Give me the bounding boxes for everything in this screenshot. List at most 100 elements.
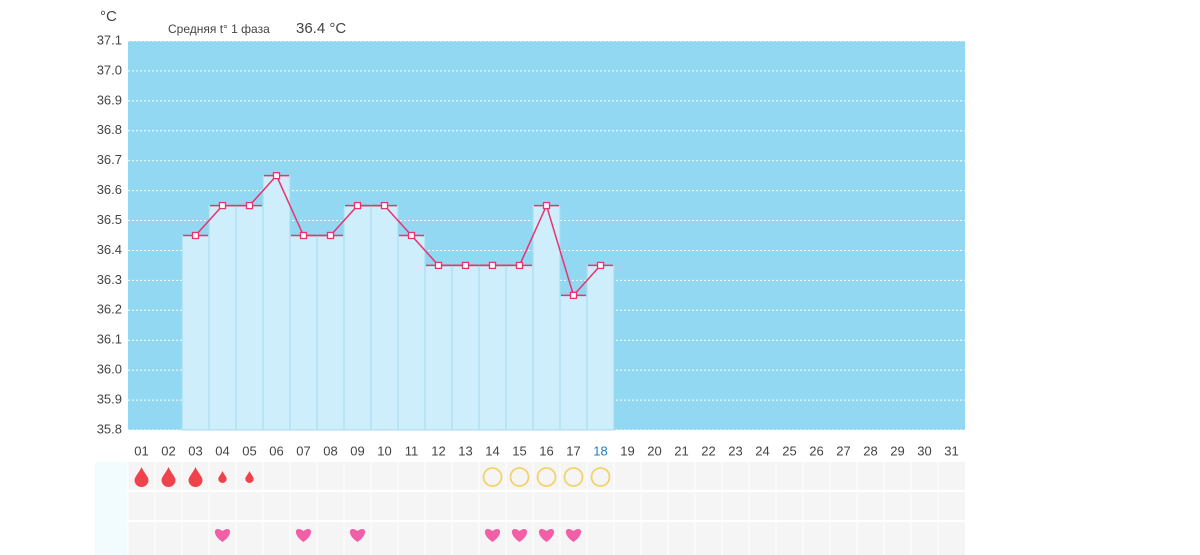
point-marker [407,231,416,240]
ring-icon [590,467,611,487]
x-tick-label: 10 [377,443,391,458]
y-tick-label: 36.5 [97,212,122,227]
x-tick-label: 25 [782,443,796,458]
heart-icon [565,529,582,542]
average-label: 36.4 °C [296,20,346,37]
y-tick-label: 36.2 [97,302,122,317]
x-tick-label: 31 [944,443,958,458]
x-tick-label: 13 [458,443,472,458]
x-tick-label: 28 [863,443,877,458]
bar [586,264,615,431]
y-tick-label: 37.0 [97,62,122,77]
point-marker [461,261,470,270]
bar [559,294,588,431]
x-tick-label: 03 [188,443,202,458]
y-tick-label: 35.9 [97,392,122,407]
x-tick-label: 09 [350,443,364,458]
bar [451,264,480,431]
x-tick-label: 21 [674,443,688,458]
point-marker [326,231,335,240]
x-tick-label: 23 [728,443,742,458]
x-tick-label: 17 [566,443,580,458]
drop-icon [188,467,203,488]
point-marker [272,172,281,180]
bar [343,205,372,431]
bar [424,264,453,431]
bar [262,175,291,431]
ring-icon [536,467,557,487]
bar [208,205,237,431]
x-tick-label: 06 [269,443,283,458]
x-tick-label: 11 [405,443,419,458]
point-marker [299,231,308,240]
x-tick-label: 30 [917,443,931,458]
row-side [95,462,128,555]
point-marker [353,201,362,210]
drop-icon [218,471,227,483]
x-tick-label: 29 [890,443,904,458]
temperature-line [194,174,602,297]
y-tick-label: 36.4 [97,242,122,257]
icon-row-bg [128,492,965,520]
ring-icon [509,467,530,487]
point-marker [434,261,443,270]
heart-icon [484,529,501,542]
x-tick-label: 26 [809,443,823,458]
point-marker [569,291,578,299]
heart-icon [295,529,312,542]
bar [505,264,534,431]
heart-icon [538,529,555,542]
y-tick-label: 36.3 [97,272,122,287]
y-tick-label: 36.6 [97,182,122,197]
y-tick-label: 36.8 [97,122,122,137]
bar [289,235,318,431]
point-marker [218,201,227,210]
unit-label: °C [100,8,117,25]
x-tick-label: 08 [323,443,337,458]
x-tick-label: 16 [539,443,553,458]
x-tick-label: 05 [242,443,256,458]
x-tick-label: 20 [647,443,661,458]
bar [181,235,210,431]
point-marker [596,261,605,270]
ring-icon [563,467,584,487]
bar [316,235,345,431]
x-tick-label: 02 [161,443,175,458]
y-tick-label: 36.7 [97,152,122,167]
x-tick-label: 15 [512,443,526,458]
x-tick-label: 27 [836,443,850,458]
bar [370,205,399,431]
ring-icon [482,467,503,487]
point-marker [380,201,389,210]
x-tick-label: 12 [431,443,445,458]
heart-icon [214,529,231,542]
y-tick-label: 36.0 [97,362,122,377]
heart-icon [511,529,528,542]
x-tick-label: 07 [296,443,310,458]
subtitle: Средняя t° 1 фаза [168,22,270,36]
point-marker [191,231,200,240]
x-tick-label: 19 [620,443,634,458]
x-tick-label: 18 [593,443,607,458]
y-tick-label: 36.1 [97,332,122,347]
x-tick-label: 22 [701,443,715,458]
bar [478,264,507,431]
point-marker [515,261,524,270]
bar [397,235,426,431]
x-tick-label: 04 [215,443,229,458]
y-tick-label: 37.1 [97,32,122,47]
heart-icon [349,529,366,542]
point-marker [488,261,497,270]
y-tick-label: 36.9 [97,92,122,107]
bar [235,205,264,431]
drop-icon [245,471,254,483]
point-marker [245,201,254,210]
drop-icon [161,467,176,488]
x-tick-label: 01 [134,443,148,458]
drop-icon [134,467,149,488]
point-marker [542,201,551,210]
x-tick-label: 14 [485,443,499,458]
y-tick-label: 35.8 [97,421,122,436]
x-tick-label: 24 [755,443,769,458]
